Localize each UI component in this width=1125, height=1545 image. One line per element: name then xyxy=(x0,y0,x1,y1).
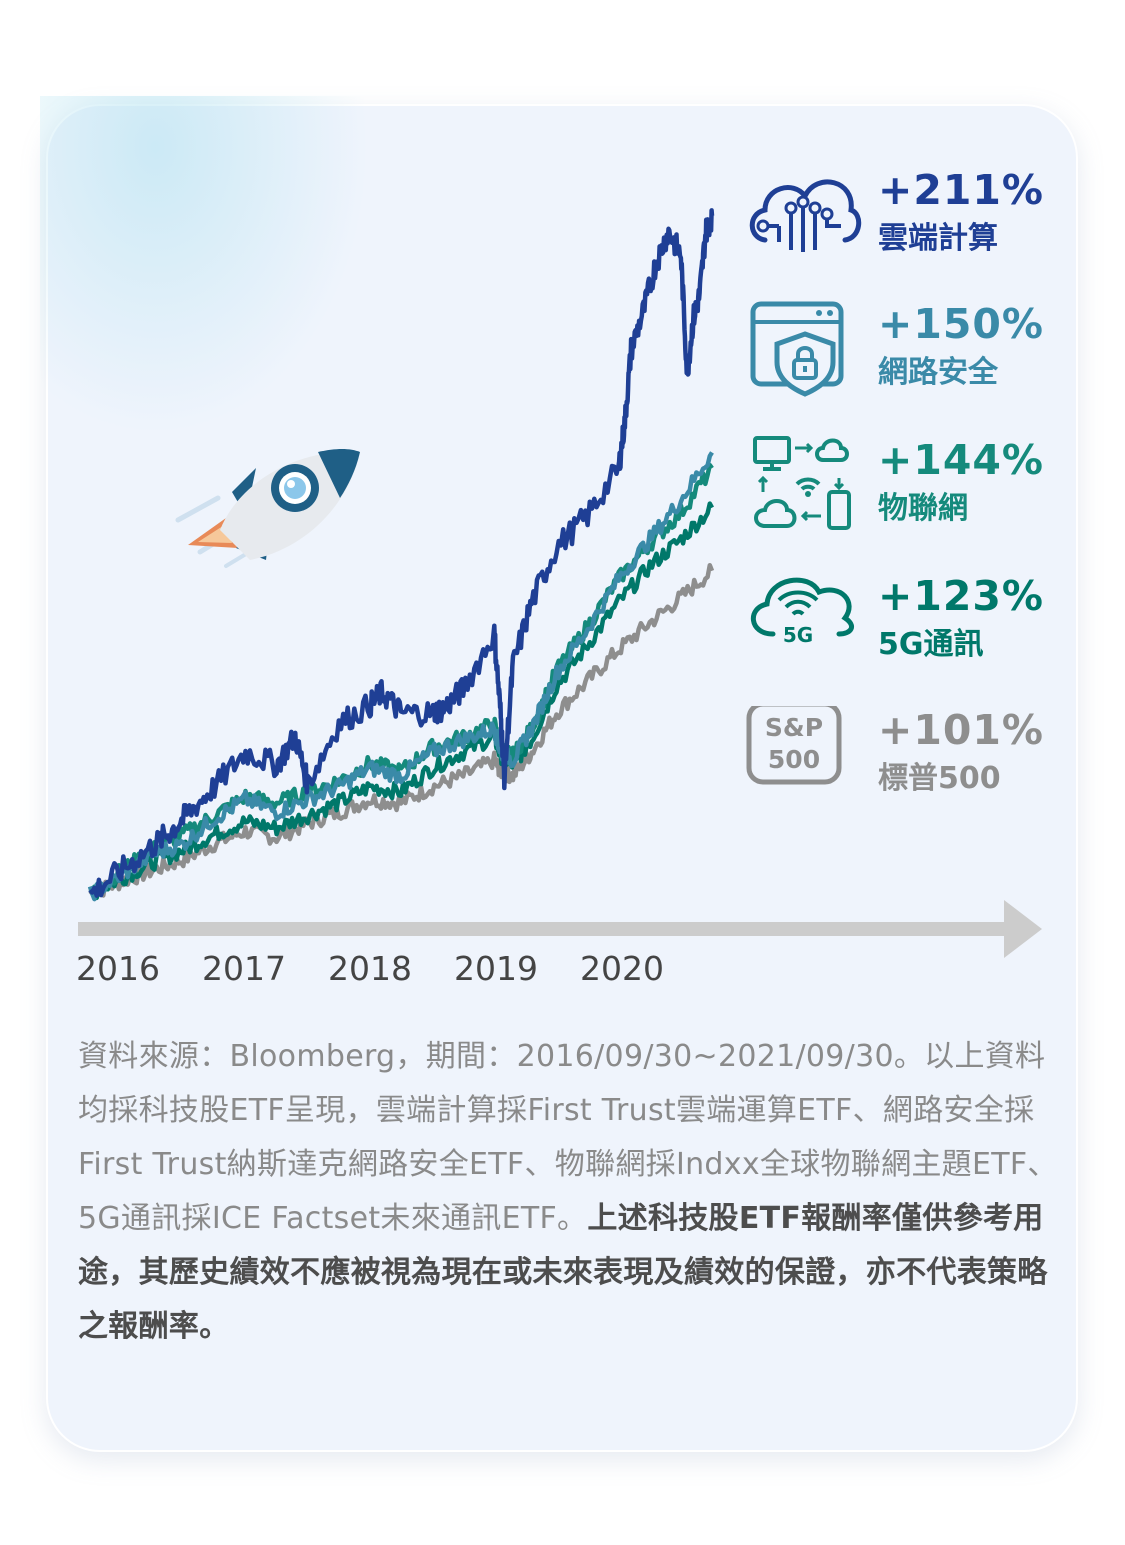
series-line-3 xyxy=(88,501,714,901)
legend-value-cloud: +211% xyxy=(878,166,1045,214)
legend-item-sp500: S&P 500 +101% 標普500 xyxy=(745,706,1045,816)
legend-name-cloud: 雲端計算 xyxy=(878,221,998,256)
series-line-0 xyxy=(88,208,715,898)
x-tick-label-2016: 2016 xyxy=(76,949,160,988)
x-axis xyxy=(78,922,1008,936)
cloud-circuit-icon xyxy=(749,179,862,252)
legend-item-iot: +144% 物聯網 xyxy=(745,436,1045,546)
legend-name-cybersecurity: 網路安全 xyxy=(878,355,998,390)
legend-item-5g: 5G +123% 5G通訊 xyxy=(745,572,1045,682)
5g-icon-label: 5G xyxy=(783,623,813,647)
series-line-4 xyxy=(88,562,715,901)
legend-item-cybersecurity: +150% 網路安全 xyxy=(745,300,1045,410)
sp500-badge-line2: 500 xyxy=(768,745,820,774)
footnote-text: 資料來源：Bloomberg，期間：2016/09/30~2021/09/30。… xyxy=(78,1039,1058,1236)
source-footnote: 資料來源：Bloomberg，期間：2016/09/30~2021/09/30。… xyxy=(78,1030,1058,1354)
legend-name-5g: 5G通訊 xyxy=(878,627,984,662)
series-line-1 xyxy=(87,451,714,902)
x-tick-label-2020: 2020 xyxy=(580,949,664,988)
sp500-badge-icon: S&P 500 xyxy=(746,706,842,785)
5g-cloud-icon: 5G xyxy=(750,577,854,647)
x-tick-label-2018: 2018 xyxy=(328,949,412,988)
legend-name-sp500: 標普500 xyxy=(878,761,1001,796)
iot-devices-icon xyxy=(753,436,851,530)
legend-value-iot: +144% xyxy=(878,436,1045,484)
legend-value-sp500: +101% xyxy=(878,706,1045,754)
legend-item-cloud: +211% 雲端計算 xyxy=(745,166,1045,276)
sp500-badge-line1: S&P xyxy=(765,713,823,742)
x-tick-label-2019: 2019 xyxy=(454,949,538,988)
x-tick-label-2017: 2017 xyxy=(202,949,286,988)
legend-name-iot: 物聯網 xyxy=(878,491,968,526)
legend-value-5g: +123% xyxy=(878,572,1045,620)
series-line-2 xyxy=(88,462,714,896)
legend-value-cybersecurity: +150% xyxy=(878,300,1045,348)
web-security-lock-icon xyxy=(750,301,844,397)
x-axis-arrowhead xyxy=(1004,900,1042,958)
footnote-disclaimer: 上述科技股ETF報酬率僅供參考用途，其歷史績效不應被視為現在或未來表現及績效的保… xyxy=(78,1201,1048,1344)
rocket-icon xyxy=(175,449,360,568)
